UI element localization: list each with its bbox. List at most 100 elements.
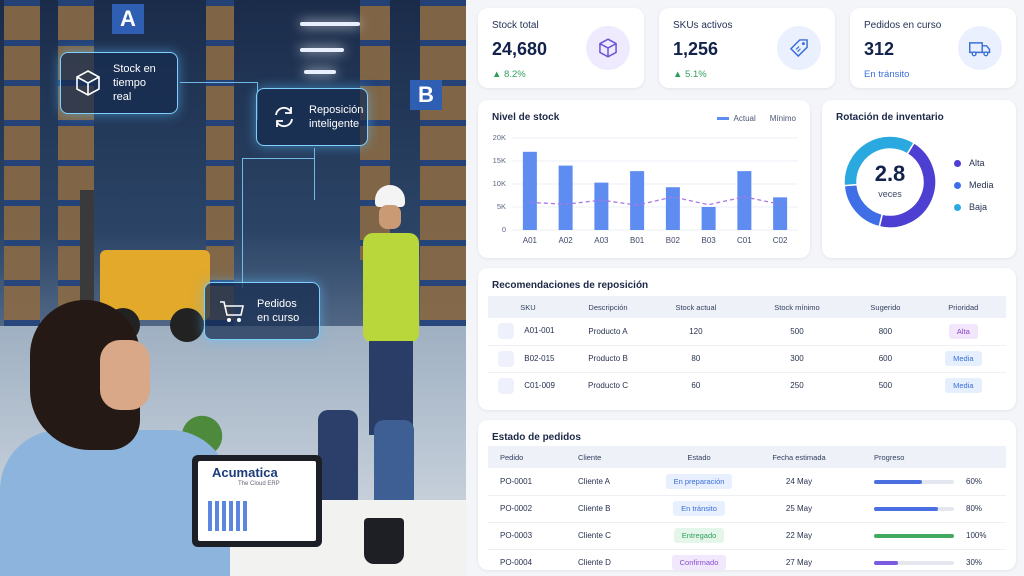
kpi-stock-total[interactable]: Stock total 24,680 ▲ 8.2% (478, 8, 644, 88)
rotation-value: 2.8 (874, 161, 906, 186)
orders-title: Estado de pedidos (492, 432, 581, 443)
replenishment-card: Recomendaciones de reposición SKU Descri… (478, 268, 1016, 410)
stock-current: 60 (691, 381, 701, 391)
stock-bar-B02[interactable] (665, 187, 680, 230)
laptop-mini-chart (208, 501, 248, 531)
order-id: PO-0003 (488, 522, 564, 550)
legend-minimum: Mínimo (769, 114, 796, 123)
client: Cliente C (564, 522, 654, 550)
cart-icon (220, 301, 244, 322)
box-icon (586, 26, 630, 70)
table-row[interactable]: C01-009 Producto C 60 250 500 Media (488, 372, 1006, 399)
status-badge: Entregado (673, 528, 725, 543)
table-row[interactable]: PO-0004 Cliente D Confirmado 27 May 30% (488, 549, 1006, 576)
stock-bar-A03[interactable] (594, 182, 609, 230)
progress-bar (874, 506, 954, 511)
y-tick: 20K (492, 133, 506, 142)
table-row[interactable]: PO-0002 Cliente B En tránsito 25 May 80% (488, 495, 1006, 523)
donut-slice-baja[interactable] (843, 135, 916, 187)
stock-bar-A01[interactable] (522, 151, 537, 230)
order-id: PO-0001 (488, 468, 564, 496)
ceiling-light (300, 48, 344, 52)
stock-min: 500 (743, 318, 851, 346)
warehouse-photo: A B Acumatica The Cloud ERP Stock en tie… (0, 0, 466, 576)
table-row[interactable]: B02-015 Producto B 80 300 600 Media (488, 345, 1006, 373)
col-order[interactable]: Pedido (488, 446, 564, 468)
col-priority[interactable]: Prioridad (920, 296, 1006, 318)
aisle-sign-a: A (112, 4, 144, 34)
progress-bar (874, 533, 954, 538)
table-row[interactable]: PO-0001 Cliente A En preparación 24 May 60% (488, 468, 1006, 496)
laptop-tagline: The Cloud ERP (238, 481, 280, 487)
eta: 24 May (744, 468, 854, 496)
table-row[interactable]: PO-0003 Cliente C Entregado 22 May 100% (488, 522, 1006, 550)
col-eta[interactable]: Fecha estimada (744, 446, 854, 468)
stock-chart-title: Nivel de stock (492, 112, 560, 123)
order-id: PO-0002 (488, 495, 564, 523)
y-tick: 5K (496, 202, 506, 211)
x-tick-A01: A01 (522, 236, 537, 245)
rotation-unit: veces (878, 189, 902, 199)
kpi-delta: ▲ 8.2% (492, 69, 526, 80)
orders-table: Pedido Cliente Estado Fecha estimada Pro… (488, 446, 1006, 576)
ceiling-light (304, 70, 336, 74)
coffee-mug (364, 518, 404, 564)
donut-center: 2.8 veces (840, 130, 940, 230)
connector-line (242, 158, 314, 288)
truck-icon (958, 26, 1002, 70)
col-description[interactable]: Descripción (568, 296, 648, 318)
x-tick-B01: B01 (630, 236, 645, 245)
kpi-open-orders[interactable]: Pedidos en curso 312 En tránsito (850, 8, 1016, 88)
stock-bar-C01[interactable] (737, 171, 752, 230)
chart-legend: Actual Mínimo (716, 114, 796, 123)
laptop-brand: Acumatica (212, 465, 278, 480)
shelf-rack (4, 0, 40, 330)
laptop-screen: Acumatica The Cloud ERP (198, 461, 316, 541)
x-tick-A02: A02 (558, 236, 573, 245)
stock-bar-B03[interactable] (701, 207, 716, 230)
col-client[interactable]: Cliente (564, 446, 654, 468)
progress-text: 80% (966, 504, 983, 513)
order-id: PO-0004 (500, 558, 533, 568)
client: Cliente D (578, 558, 611, 568)
legend-low: Baja (954, 202, 987, 212)
replenishment-table: SKU Descripción Stock actual Stock mínim… (488, 296, 1006, 399)
col-status[interactable]: Estado (654, 446, 744, 468)
x-tick-B02: B02 (665, 236, 680, 245)
y-tick: 10K (492, 179, 506, 188)
progress-text: 100% (966, 531, 987, 540)
kpi-status: En tránsito (864, 69, 910, 80)
kpi-label: Stock total (492, 20, 539, 31)
x-tick-C01: C01 (737, 236, 752, 245)
table-header: Pedido Cliente Estado Fecha estimada Pro… (488, 446, 1006, 468)
col-sku[interactable]: SKU (488, 296, 568, 318)
suggested: 600 (850, 345, 921, 373)
connector-line (314, 148, 315, 200)
stock-current: 80 (648, 345, 744, 373)
box-icon (498, 323, 514, 340)
replenishment-title: Recomendaciones de reposición (492, 280, 649, 291)
stock-bar-C02[interactable] (773, 197, 788, 230)
tag-icon (777, 26, 821, 70)
col-stock-min[interactable]: Stock mínimo (743, 296, 851, 318)
stock-bar-A02[interactable] (558, 165, 573, 230)
y-tick: 0 (501, 225, 506, 234)
status-badge: En tránsito (673, 501, 725, 516)
stock-bar-B01[interactable] (630, 171, 645, 230)
col-progress[interactable]: Progreso (854, 446, 1006, 468)
legend-actual: Actual (716, 114, 756, 123)
office-worker (0, 300, 230, 576)
kpi-label: Pedidos en curso (864, 20, 942, 31)
table-row[interactable]: A01-001 Producto A 120 500 800 Alta (488, 318, 1006, 346)
col-stock-current[interactable]: Stock actual (648, 296, 744, 318)
x-tick-B03: B03 (701, 236, 716, 245)
sku: A01-001 (524, 326, 555, 336)
callout-label: Stock en tiempo real (113, 63, 156, 103)
box-icon (498, 377, 514, 394)
kpi-active-skus[interactable]: SKUs activos 1,256 ▲ 5.1% (659, 8, 835, 88)
kpi-label: SKUs activos (673, 20, 733, 31)
aisle-sign-b: B (410, 80, 442, 110)
col-suggested[interactable]: Sugerido (850, 296, 921, 318)
callout-stock: Stock en tiempo real (60, 52, 178, 114)
orders-card: Estado de pedidos Pedido Cliente Estado … (478, 420, 1016, 571)
